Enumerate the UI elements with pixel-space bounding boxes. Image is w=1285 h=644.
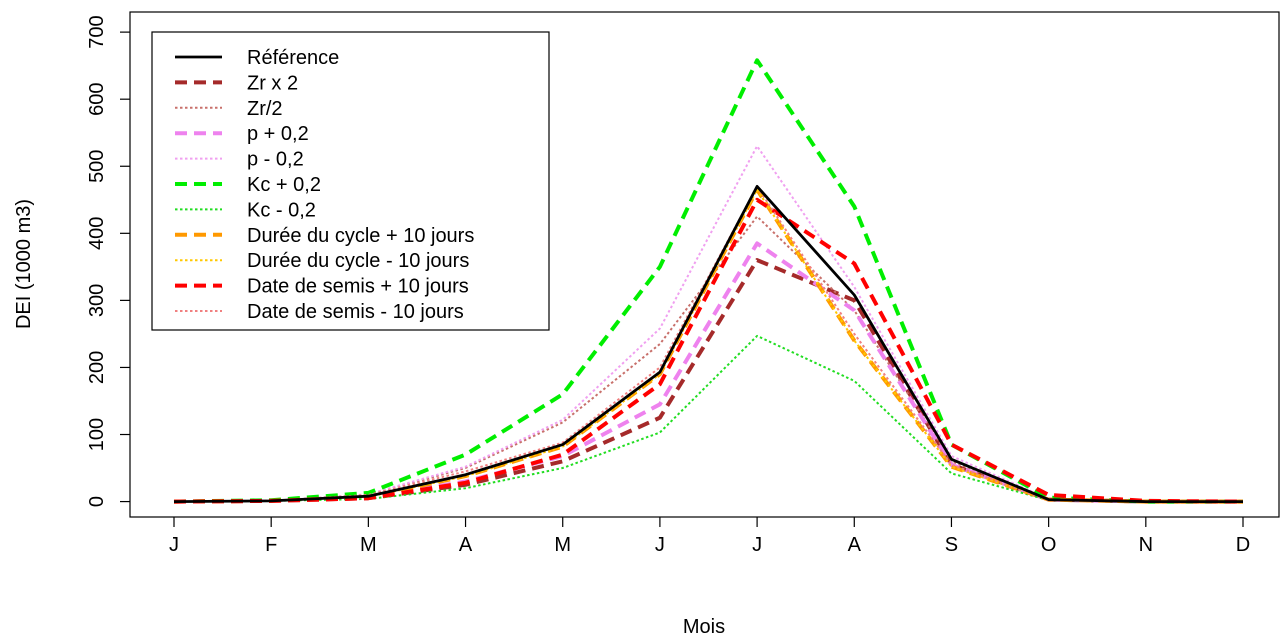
y-tick-label: 200 xyxy=(86,351,108,384)
y-tick-label: 500 xyxy=(86,150,108,183)
x-tick-label: J xyxy=(169,534,179,556)
legend-label: p + 0,2 xyxy=(247,123,309,145)
y-tick-label: 600 xyxy=(86,82,108,115)
series-line xyxy=(173,334,1243,503)
y-tick-label: 100 xyxy=(86,418,108,451)
plot-frame xyxy=(129,11,1280,518)
legend-label: Zr x 2 xyxy=(247,72,298,94)
legend-label: Durée du cycle - 10 jours xyxy=(247,250,469,272)
x-tick-label: D xyxy=(1236,534,1250,556)
y-tick-label: 300 xyxy=(86,284,108,317)
series-layer xyxy=(173,58,1244,504)
legend-label: p - 0,2 xyxy=(247,149,304,171)
y-tick-label: 400 xyxy=(86,217,108,250)
legend-label: Durée du cycle + 10 jours xyxy=(247,225,474,247)
x-tick-label: S xyxy=(945,534,958,556)
x-tick-label: F xyxy=(265,534,277,556)
series-line xyxy=(173,58,1243,504)
legend-label: Référence xyxy=(247,47,339,69)
x-tick-label: M xyxy=(554,534,571,556)
legend-label: Date de semis - 10 jours xyxy=(247,301,464,323)
x-tick-label: M xyxy=(360,534,377,556)
x-tick-label: J xyxy=(752,534,762,556)
legend: Référence Zr x 2 Zr/2 p + 0,2 p - 0,2 Kc + 0,… xyxy=(151,31,550,331)
x-tick-label: A xyxy=(459,534,473,556)
x-tick-label: O xyxy=(1041,534,1057,556)
y-tick-label: 700 xyxy=(86,15,108,48)
series-line xyxy=(173,197,1244,504)
series-line xyxy=(173,184,1243,504)
y-axis-title: DEI (1000 m3) xyxy=(13,199,35,329)
x-tick-label: A xyxy=(848,534,862,556)
legend-label: Kc - 0,2 xyxy=(247,199,316,221)
legend-label: Zr/2 xyxy=(247,98,283,120)
y-axis: 0 100 200 300 400 500 600 700 xyxy=(86,15,130,507)
x-tick-label: J xyxy=(655,534,665,556)
legend-label: Date de semis + 10 jours xyxy=(247,276,469,298)
x-axis-title: Mois xyxy=(683,616,725,638)
legend-label: Kc + 0,2 xyxy=(247,174,321,196)
x-tick-label: N xyxy=(1139,534,1153,556)
y-tick-label: 0 xyxy=(86,496,108,507)
